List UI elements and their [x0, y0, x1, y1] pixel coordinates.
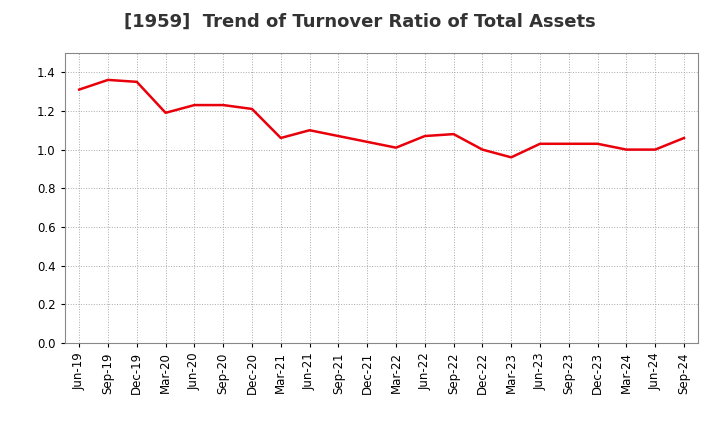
Text: [1959]  Trend of Turnover Ratio of Total Assets: [1959] Trend of Turnover Ratio of Total … [124, 13, 596, 31]
